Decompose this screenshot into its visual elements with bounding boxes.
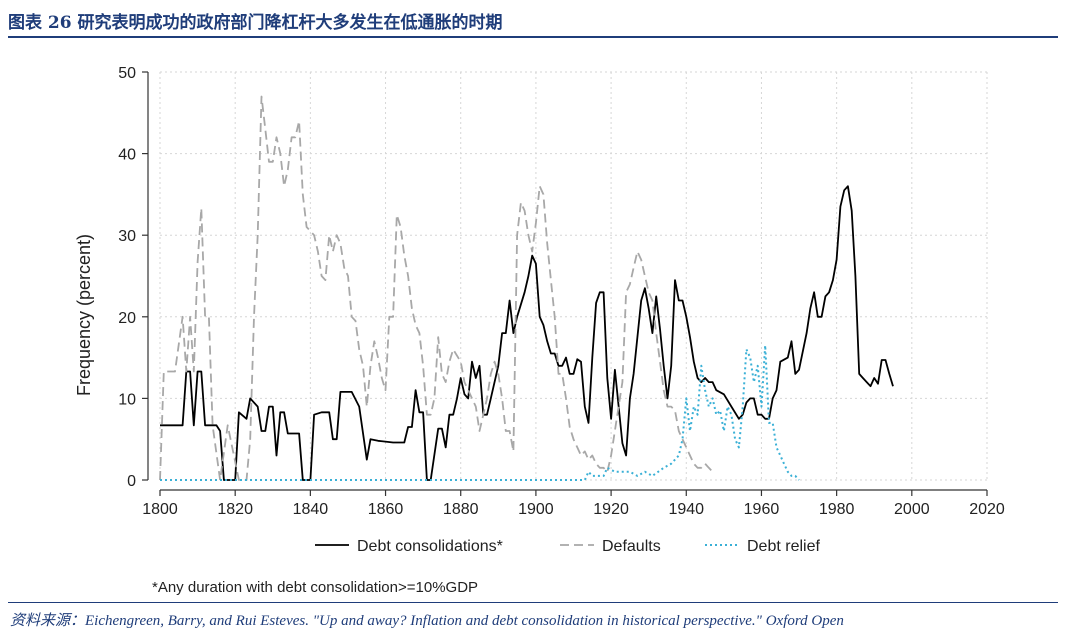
x-tick-label: 1900 [518, 501, 554, 518]
source-note: 资料来源：Eichengreen, Barry, and Rui Esteves… [10, 609, 1060, 630]
x-tick-label: 1820 [217, 501, 253, 518]
x-tick-labels: 1800 1820 1840 1860 1880 1900 1920 1940 1960 1980… [142, 501, 1005, 518]
figure-title: 图表 26 研究表明成功的政府部门降杠杆大多发生在低通胀的时期 [8, 13, 503, 33]
y-tick-label: 10 [118, 391, 136, 408]
y-axis-label: Frequency (percent) [74, 234, 94, 396]
legend-label-1: Defaults [602, 538, 661, 555]
x-tick-label: 1940 [668, 501, 704, 518]
x-tick-label: 1920 [593, 501, 629, 518]
x-tick-label: 1880 [443, 501, 479, 518]
axes [142, 71, 988, 496]
series-lines [159, 95, 894, 481]
legend: Debt consolidations* Defaults Debt relief [315, 538, 820, 555]
chart-footnote: *Any duration with debt consolidation>=1… [152, 579, 478, 596]
y-tick-label: 20 [118, 310, 136, 327]
gridlines [159, 71, 988, 481]
x-tick-label: 2020 [969, 501, 1005, 518]
chart: 0 10 20 30 40 50 1800 1820 1840 1860 1880 1900 1920… [74, 65, 1005, 596]
legend-label-2: Debt relief [747, 538, 820, 555]
x-tick-label: 1840 [293, 501, 329, 518]
x-tick-label: 1960 [744, 501, 780, 518]
series-line-0 [160, 185, 894, 481]
y-tick-label: 30 [118, 228, 136, 245]
source-label: 资料来源： [10, 611, 86, 629]
series-line-1 [159, 95, 714, 481]
y-tick-labels: 0 10 20 30 40 50 [118, 65, 136, 490]
figure-header: 图表 26 研究表明成功的政府部门降杠杆大多发生在低通胀的时期 [8, 4, 1058, 38]
legend-label-0: Debt consolidations* [357, 538, 503, 555]
y-tick-label: 0 [127, 473, 136, 490]
source-divider [8, 602, 1058, 603]
y-tick-label: 40 [118, 147, 136, 164]
x-tick-label: 1800 [142, 501, 178, 518]
x-tick-label: 2000 [894, 501, 930, 518]
source-text: Eichengreen, Barry, and Rui Esteves. "Up… [85, 613, 844, 629]
y-tick-label: 50 [118, 65, 136, 82]
x-tick-label: 1980 [819, 501, 855, 518]
x-tick-label: 1860 [368, 501, 404, 518]
